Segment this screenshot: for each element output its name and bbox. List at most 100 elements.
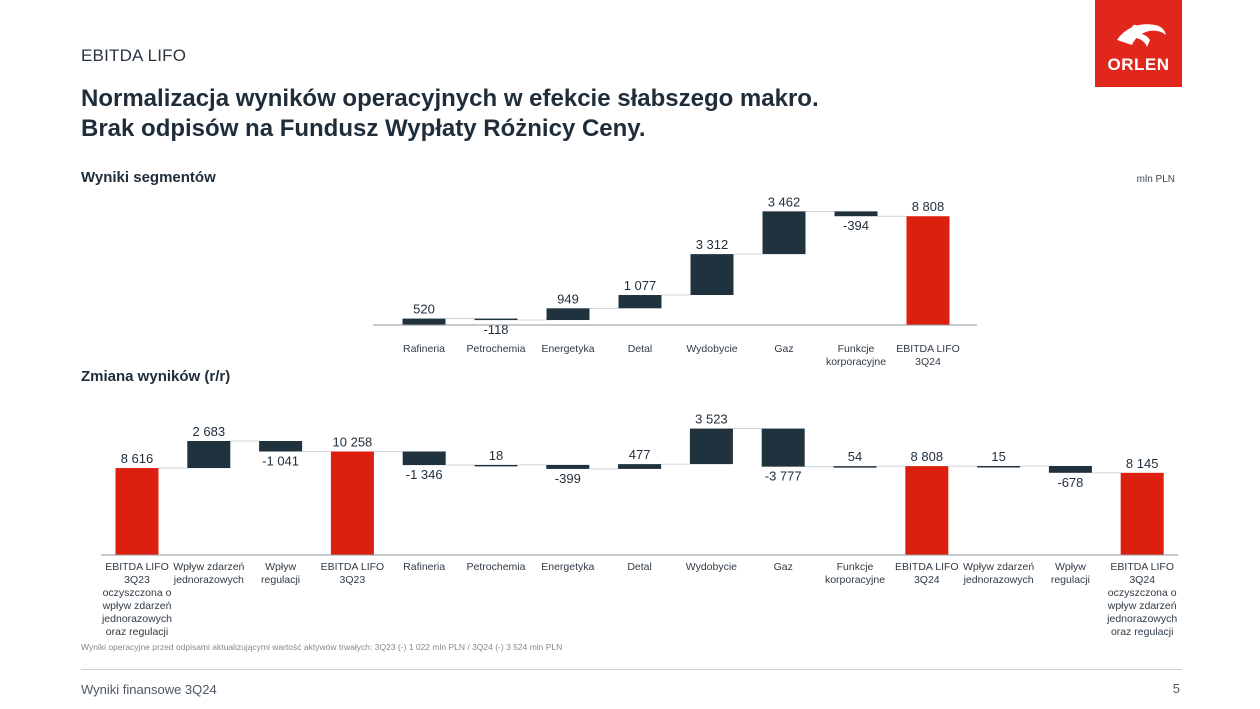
chart-1-category-line: korporacyjne [826, 356, 886, 368]
chart-2-category-line: oraz regulacji [1111, 626, 1173, 638]
chart-2-data-label-13: 15 [991, 449, 1005, 464]
chart-2-category-line: Wpływ zdarzeń [963, 561, 1034, 573]
chart-2-title: Zmiana wyników (r/r) [81, 368, 231, 385]
chart-1-data-label-5: 3 312 [696, 237, 729, 252]
chart-2-category-label-1: EBITDA LIFO 3Q23 oczyszczona o wpływ zdarze… [101, 561, 172, 638]
chart-2-data-label-10: -3 777 [765, 469, 802, 484]
chart-1-bar-4 [618, 295, 662, 309]
chart-2-category-label-7: Energetyka [541, 561, 594, 573]
chart-1-data-label-2: -118 [483, 322, 508, 337]
chart-2-category-line: EBITDA LIFO [321, 561, 385, 573]
headline-line-1: Normalizacja wyników operacyjnych w efek… [81, 85, 819, 112]
headline-line-2: Brak odpisów na Fundusz Wypłaty Różnicy … [81, 115, 646, 142]
chart-2-data-label-15: 8 145 [1126, 456, 1159, 471]
footer-title: Wyniki finansowe 3Q24 [81, 682, 217, 697]
chart-1-category-label-8: EBITDA LIFO 3Q24 [896, 343, 960, 368]
chart-2-data-label-3: -1 041 [262, 453, 299, 468]
chart-2-category-line: Funkcje [837, 561, 874, 573]
chart-2-category-line: oraz regulacji [106, 626, 168, 638]
chart-1-category-line: Gaz [774, 343, 793, 355]
chart-2-data-label-1: 8 616 [121, 451, 154, 466]
chart-2-category-line: Gaz [774, 561, 793, 573]
chart-2-category-line: Wydobycie [686, 561, 737, 573]
chart-2-category-line: oczyszczona o [103, 587, 172, 599]
chart-2-category-line: wpływ zdarzeń [1107, 600, 1177, 612]
chart-2-category-label-5: Rafineria [403, 561, 445, 573]
chart-2-category-line: regulacji [261, 574, 300, 586]
chart-1-data-label-3: 949 [557, 291, 579, 306]
logo-wordmark: ORLEN [1107, 55, 1170, 74]
chart-2-category-label-10: Gaz [774, 561, 793, 573]
chart-2-category-line: korporacyjne [825, 574, 885, 586]
chart-1-data-label-7: -394 [843, 218, 869, 233]
chart-1-bar-7 [834, 211, 878, 217]
chart-1-category-line: Detal [628, 343, 653, 355]
chart-1-category-line: Petrochemia [467, 343, 526, 355]
footnote: Wyniki operacyjne przed odpisami aktuali… [81, 642, 563, 652]
chart-1-bar-1 [402, 318, 446, 325]
chart-2-bar-7 [546, 464, 590, 469]
chart-2-category-label-14: Wpływ regulacji [1051, 561, 1090, 586]
chart-2-data-label-7: -399 [555, 471, 581, 486]
chart-2-category-line: jednorazowych [101, 613, 172, 625]
chart-1-title: Wyniki segmentów [81, 169, 216, 186]
unit-label: mln PLN [1136, 174, 1175, 185]
chart-2-category-line: Wpływ [1055, 561, 1086, 573]
chart-2-category-label-9: Wydobycie [686, 561, 737, 573]
chart-2-category-line: Rafineria [403, 561, 445, 573]
chart-2-bar-10 [761, 428, 805, 467]
chart-2-category-line: Wpływ zdarzeń [173, 561, 244, 573]
chart-2-bar-4 [330, 451, 374, 555]
chart-2-bar-3 [259, 440, 303, 452]
chart-2-category-line: Energetyka [541, 561, 594, 573]
orlen-logo: ORLEN [1095, 0, 1182, 87]
chart-2-bar-8 [618, 464, 662, 469]
section-label: EBITDA LIFO [81, 46, 187, 65]
chart-1-data-label-1: 520 [413, 302, 435, 317]
chart-2-data-label-2: 2 683 [193, 424, 226, 439]
chart-1-bar-3 [546, 308, 590, 321]
chart-2-category-line: jednorazowych [1106, 613, 1177, 625]
chart-2-category-line: 3Q23 [340, 574, 366, 586]
chart-2-bar-11 [833, 466, 877, 468]
chart-1-bar-5 [690, 254, 734, 296]
chart-2-category-line: EBITDA LIFO [105, 561, 169, 573]
chart-2-bar-13 [977, 465, 1021, 468]
chart-2-category-label-4: EBITDA LIFO 3Q23 [321, 561, 385, 586]
chart-2-data-label-12: 8 808 [911, 449, 944, 464]
chart-2-category-line: oczyszczona o [1108, 587, 1177, 599]
chart-2-category-label-3: Wpływ regulacji [261, 561, 300, 586]
chart-1-category-line: Rafineria [403, 343, 445, 355]
chart-2-category-line: Petrochemia [467, 561, 526, 573]
chart-2-category-label-15: EBITDA LIFO 3Q24 oczyszczona o wpływ zdarze… [1106, 561, 1177, 638]
chart-2-bar-5 [402, 451, 446, 466]
chart-2-data-label-5: -1 346 [406, 467, 443, 482]
chart-1-category-label-6: Gaz [774, 343, 793, 355]
chart-1-category-label-7: Funkcje korporacyjne [826, 343, 886, 368]
chart-1-bar-6 [762, 211, 806, 255]
chart-2-category-label-2: Wpływ zdarzeń jednorazowych [173, 561, 245, 586]
chart-2-bar-9 [689, 428, 733, 465]
chart-2-bar-12 [905, 466, 949, 555]
chart-2-category-line: 3Q23 [124, 574, 150, 586]
chart-2-category-line: 3Q24 [914, 574, 940, 586]
chart-2-category-line: EBITDA LIFO [1110, 561, 1174, 573]
chart-2-category-line: Detal [627, 561, 652, 573]
chart-1-category-line: Wydobycie [686, 343, 737, 355]
chart-1-category-label-1: Rafineria [403, 343, 445, 355]
chart-1-category-line: Energetyka [541, 343, 594, 355]
chart-1-category-line: Funkcje [838, 343, 875, 355]
chart-2-category-line: Wpływ [265, 561, 296, 573]
chart-2-category-line: EBITDA LIFO [895, 561, 959, 573]
slide-headline: Normalizacja wyników operacyjnych w efek… [81, 84, 819, 144]
chart-2-bar-15 [1120, 472, 1164, 555]
chart-1-category-label-2: Petrochemia [467, 343, 526, 355]
chart-1-data-label-4: 1 077 [624, 278, 657, 293]
chart-2-category-label-12: EBITDA LIFO 3Q24 [895, 561, 959, 586]
chart-2-bar-1 [115, 468, 159, 555]
chart-2-bar-2 [187, 440, 231, 469]
chart-2-data-label-9: 3 523 [695, 412, 728, 427]
chart-2-category-label-6: Petrochemia [467, 561, 526, 573]
chart-2-data-label-11: 54 [848, 449, 862, 464]
